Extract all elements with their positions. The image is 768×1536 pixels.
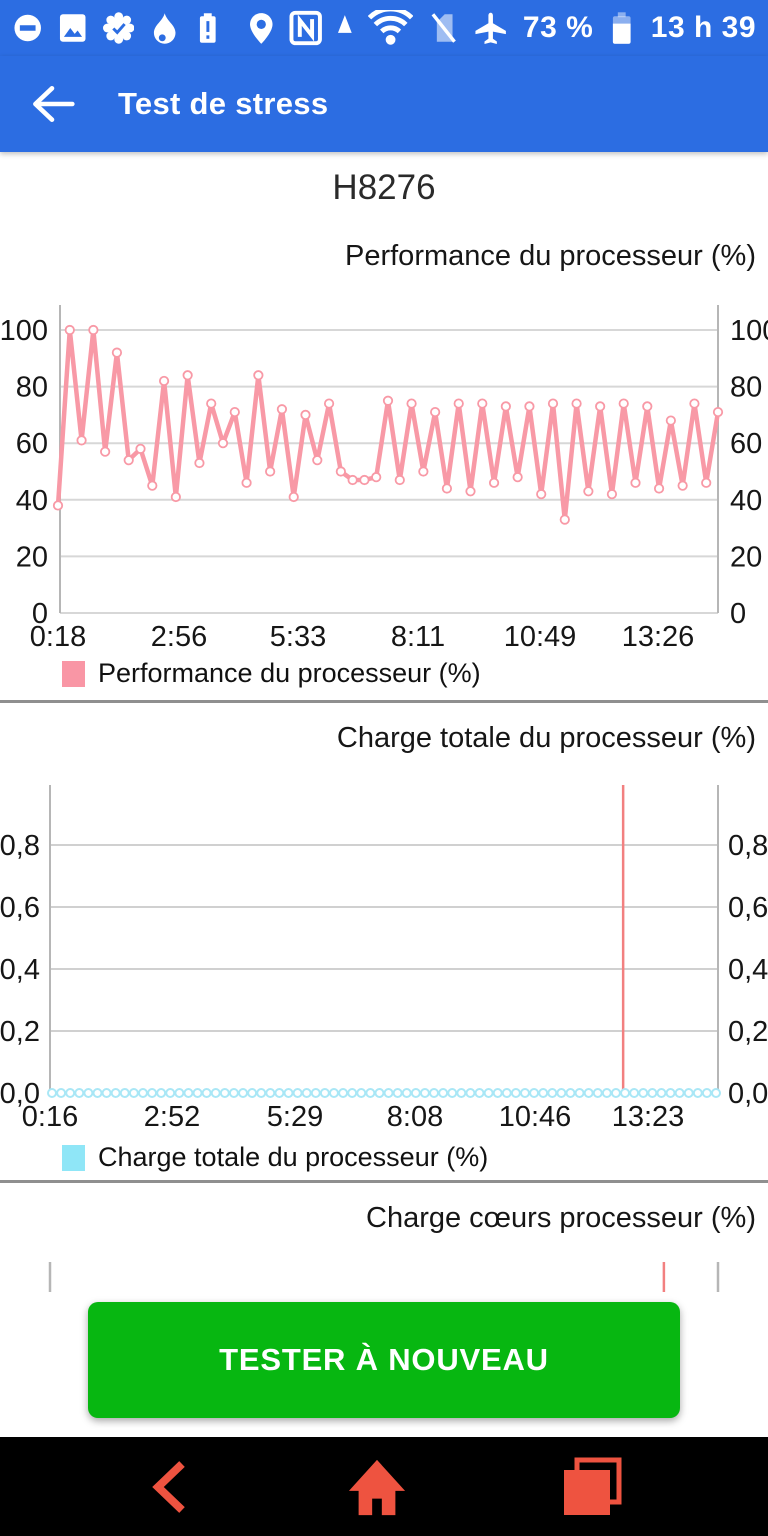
nav-home-button[interactable]: [346, 1457, 408, 1517]
do-not-disturb-icon: [14, 14, 41, 42]
legend-swatch-cyan: [62, 1144, 85, 1171]
no-sim-icon: [431, 13, 456, 43]
svg-text:0:16: 0:16: [22, 1101, 78, 1132]
battery-alert-icon: [199, 13, 216, 43]
svg-text:0,6: 0,6: [0, 892, 40, 924]
svg-text:13:23: 13:23: [612, 1101, 685, 1132]
svg-text:100: 100: [0, 315, 48, 347]
performance-chart: 0 0 20 20 40 40 60 60 80 80 100 100 0:18 2:56 5:33 8:11…: [0, 305, 768, 650]
section-divider: [0, 1180, 768, 1183]
svg-text:0:18: 0:18: [30, 621, 86, 650]
svg-text:0,2: 0,2: [0, 1016, 40, 1048]
nfc-icon: [289, 10, 322, 46]
svg-text:100: 100: [730, 315, 768, 347]
svg-text:40: 40: [16, 485, 48, 517]
cores-load-chart-partial: [48, 1262, 720, 1292]
total-load-chart: 0,0 0,0 0,2 0,2 0,4 0,4 0,6 0,6 0,8 0,8 0:16 2:52 5:…: [0, 785, 768, 1132]
wifi-icon: [367, 10, 414, 45]
cores-load-chart-title: Charge cœurs processeur (%): [366, 1202, 756, 1234]
nav-recents-icon: [564, 1457, 622, 1515]
svg-text:0,6: 0,6: [728, 892, 768, 924]
nav-recents-button[interactable]: [562, 1457, 622, 1517]
status-bar: 73 % 13 h 39: [0, 0, 768, 56]
svg-text:0,8: 0,8: [0, 830, 40, 862]
svg-text:8:11: 8:11: [391, 621, 445, 650]
airplane-mode-icon: [475, 12, 506, 45]
app-bar-title: Test de stress: [118, 86, 329, 121]
svg-text:0,0: 0,0: [0, 1078, 40, 1110]
flame-icon: [154, 13, 176, 44]
svg-text:0,4: 0,4: [0, 954, 40, 986]
svg-text:5:33: 5:33: [270, 621, 326, 650]
svg-text:80: 80: [730, 372, 762, 404]
verified-badge-icon: [102, 12, 135, 44]
svg-text:0,4: 0,4: [728, 954, 768, 986]
back-button[interactable]: [24, 76, 80, 132]
nav-home-icon: [348, 1459, 406, 1515]
svg-text:0,8: 0,8: [728, 830, 768, 862]
svg-text:0,0: 0,0: [728, 1078, 768, 1110]
location-pin-icon: [250, 12, 273, 44]
performance-chart-title: Performance du processeur (%): [345, 240, 756, 272]
device-model-title: H8276: [332, 168, 436, 207]
legend-swatch-pink: [62, 660, 85, 687]
performance-chart-legend: Performance du processeur (%): [62, 658, 481, 689]
nav-back-icon: [152, 1460, 185, 1513]
svg-text:2:52: 2:52: [144, 1101, 200, 1132]
svg-text:5:29: 5:29: [267, 1101, 323, 1132]
legend-label: Performance du processeur (%): [98, 658, 481, 688]
svg-text:8:08: 8:08: [387, 1101, 443, 1132]
app-bar: Test de stress: [0, 56, 768, 152]
svg-text:20: 20: [730, 541, 762, 573]
svg-text:40: 40: [730, 485, 762, 517]
battery-percent-text: 73 %: [522, 11, 594, 44]
svg-text:2:56: 2:56: [151, 621, 207, 650]
svg-text:80: 80: [16, 372, 48, 404]
svg-text:0,2: 0,2: [728, 1016, 768, 1048]
svg-text:60: 60: [730, 428, 762, 460]
svg-text:10:46: 10:46: [499, 1101, 572, 1132]
svg-text:10:49: 10:49: [504, 621, 577, 650]
svg-text:0: 0: [32, 598, 48, 630]
navigation-bar: [0, 1437, 768, 1536]
total-load-chart-legend: Charge totale du processeur (%): [62, 1142, 488, 1173]
svg-text:20: 20: [16, 541, 48, 573]
legend-label: Charge totale du processeur (%): [98, 1142, 489, 1172]
svg-text:60: 60: [16, 428, 48, 460]
battery-level-icon: [613, 12, 631, 44]
screenshot-icon: [60, 14, 86, 42]
svg-text:0: 0: [730, 598, 746, 630]
section-divider: [0, 700, 768, 703]
clock-text: 13 h 39: [650, 11, 756, 44]
vpn-triangle-icon: [338, 15, 352, 33]
arrow-left-icon: [33, 86, 75, 122]
retest-button[interactable]: TESTER À NOUVEAU: [88, 1302, 680, 1418]
total-load-chart-title: Charge totale du processeur (%): [336, 722, 756, 754]
nav-back-button[interactable]: [146, 1459, 192, 1515]
svg-text:13:26: 13:26: [622, 621, 695, 650]
